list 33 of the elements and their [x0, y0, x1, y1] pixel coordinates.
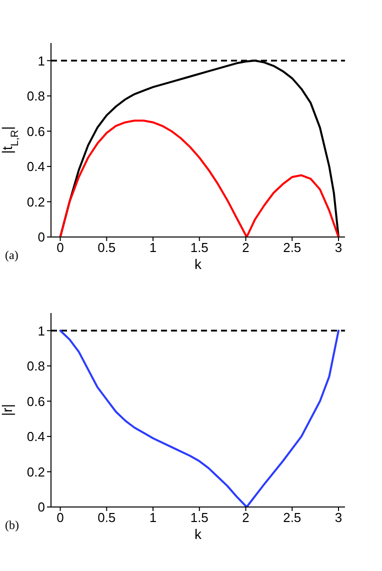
text: (a) — [5, 248, 18, 263]
x-tick-label: 1 — [149, 240, 157, 256]
y-tick-label: 0.4 — [26, 429, 45, 444]
x-tick-label: 1.5 — [190, 240, 208, 256]
x-tick-label: 1 — [149, 510, 157, 526]
x-tick-label: 0 — [56, 510, 64, 526]
y-tick-label: 0.6 — [26, 124, 45, 139]
x-axis-title: k — [194, 526, 202, 542]
y-tick-label: 0 — [38, 500, 45, 515]
x-tick-label: 1.5 — [190, 510, 208, 526]
y-tick-label: 1 — [38, 323, 45, 338]
y-axis-title: |r| — [0, 404, 15, 416]
y-tick-label: 1 — [38, 53, 45, 68]
y-tick-label: 0.2 — [26, 464, 45, 480]
y-tick-label: 0.8 — [26, 358, 45, 374]
x-tick-label: 2.5 — [283, 510, 302, 526]
x-tick-label: 0 — [56, 240, 64, 256]
y-tick-label: 0.8 — [26, 88, 45, 104]
x-tick-label: 2 — [242, 240, 250, 256]
text: (b) — [5, 518, 19, 533]
x-tick-label: 0.5 — [98, 240, 116, 256]
y-tick-label: 0.6 — [26, 394, 45, 409]
x-tick-label: 3 — [334, 240, 342, 256]
x-tick-label: 3 — [334, 510, 342, 526]
line-series — [59, 330, 340, 507]
x-tick-label: 2 — [242, 510, 250, 526]
y-tick-label: 0.2 — [26, 194, 45, 210]
line-series — [59, 120, 340, 237]
y-tick-label: 0.4 — [26, 159, 45, 174]
x-tick-label: 2.5 — [283, 240, 302, 256]
y-tick-label: 0 — [38, 230, 45, 245]
x-tick-label: 0.5 — [98, 510, 116, 526]
x-axis-title: k — [194, 256, 202, 272]
